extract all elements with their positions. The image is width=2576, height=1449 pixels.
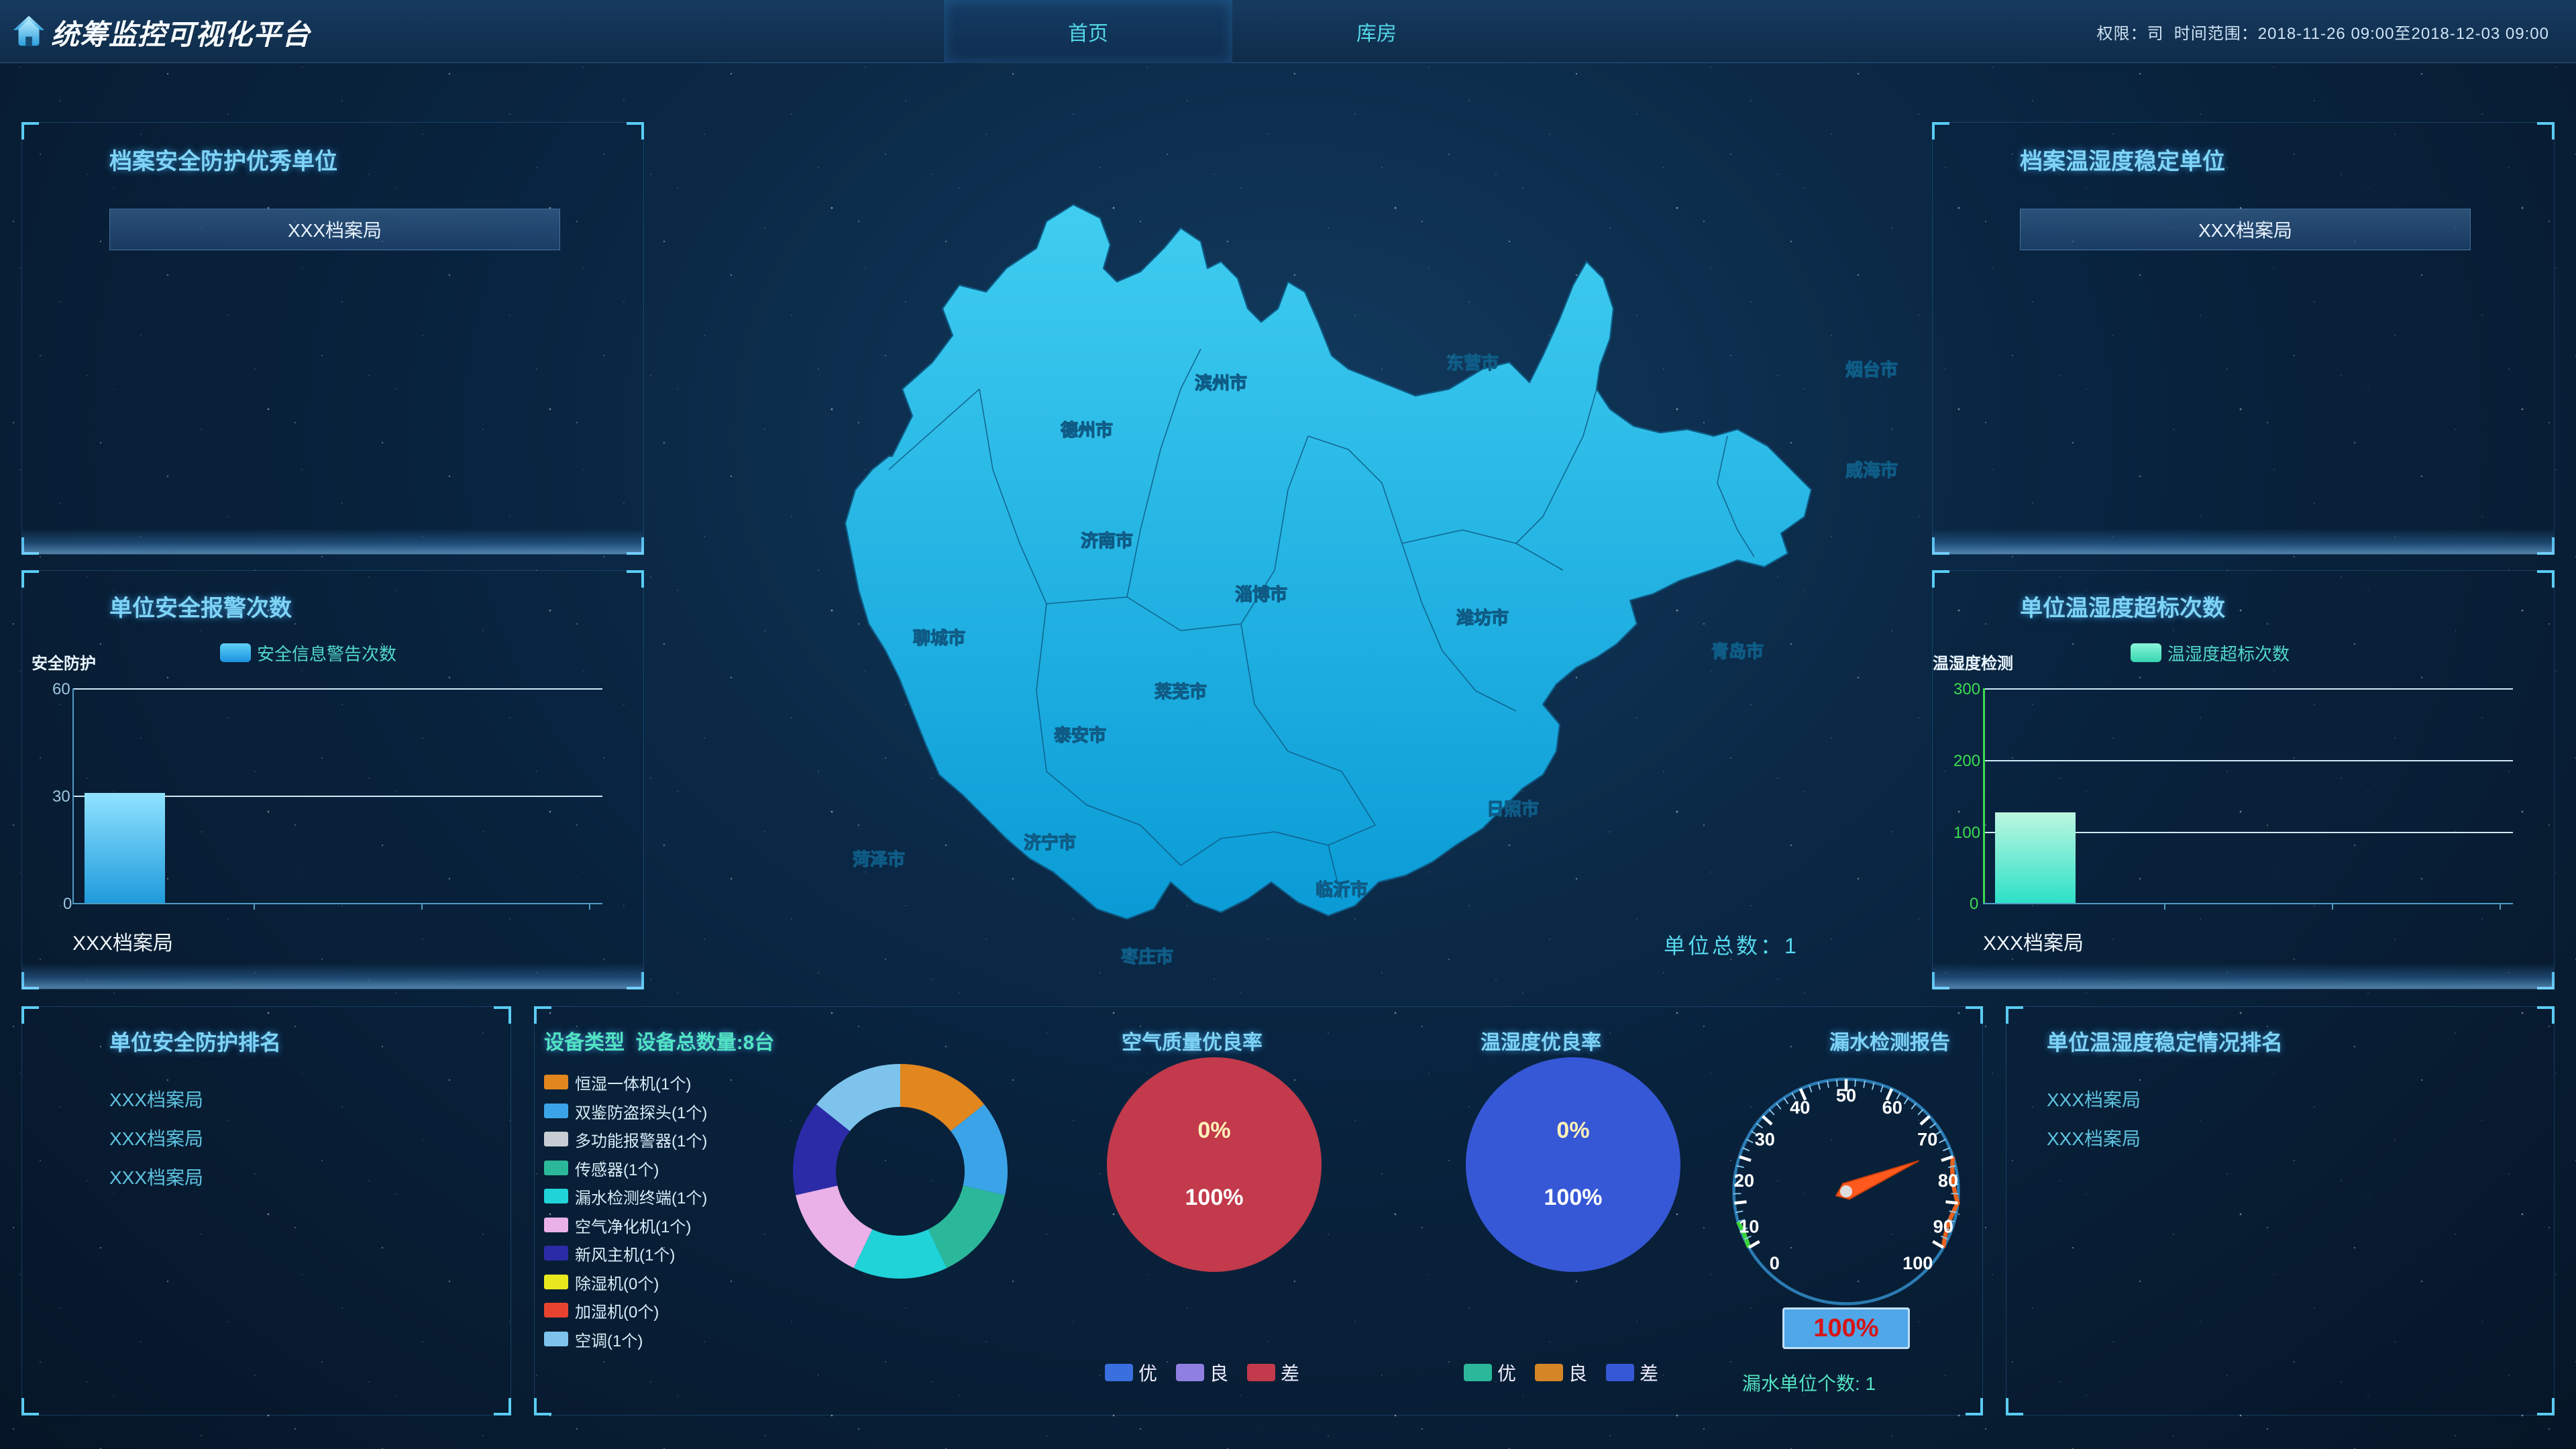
svg-text:0%: 0%	[1197, 1118, 1230, 1143]
svg-text:70: 70	[1917, 1128, 1937, 1149]
svg-text:淄博市: 淄博市	[1235, 584, 1287, 604]
svg-text:威海市: 威海市	[1845, 460, 1898, 480]
svg-text:潍坊市: 潍坊市	[1456, 608, 1509, 628]
svg-text:莱芜市: 莱芜市	[1155, 682, 1207, 702]
svg-text:日照市: 日照市	[1487, 799, 1539, 819]
svg-text:60: 60	[1882, 1097, 1902, 1118]
svg-text:90: 90	[1933, 1216, 1953, 1237]
svg-text:枣庄市: 枣庄市	[1121, 947, 1173, 967]
svg-text:东营市: 东营市	[1446, 353, 1499, 373]
svg-text:0%: 0%	[1556, 1118, 1589, 1143]
svg-text:青岛市: 青岛市	[1711, 641, 1764, 661]
svg-text:聊城市: 聊城市	[913, 628, 965, 648]
svg-text:济宁市: 济宁市	[1024, 833, 1076, 853]
svg-text:济南市: 济南市	[1081, 531, 1133, 551]
svg-text:30: 30	[1755, 1128, 1775, 1149]
svg-text:临沂市: 临沂市	[1316, 879, 1368, 900]
svg-text:泰安市: 泰安市	[1054, 725, 1106, 745]
svg-text:100: 100	[1902, 1252, 1933, 1273]
svg-text:菏泽市: 菏泽市	[853, 849, 905, 869]
svg-text:80: 80	[1938, 1170, 1958, 1191]
svg-text:40: 40	[1790, 1097, 1810, 1118]
svg-text:100%: 100%	[1544, 1185, 1603, 1210]
svg-text:50: 50	[1836, 1085, 1856, 1106]
svg-text:100%: 100%	[1185, 1185, 1244, 1210]
svg-text:烟台市: 烟台市	[1845, 360, 1898, 380]
svg-text:德州市: 德州市	[1061, 420, 1113, 440]
svg-text:滨州市: 滨州市	[1195, 373, 1247, 393]
svg-text:20: 20	[1734, 1170, 1754, 1191]
svg-text:0: 0	[1770, 1252, 1780, 1273]
svg-text:10: 10	[1739, 1216, 1759, 1237]
